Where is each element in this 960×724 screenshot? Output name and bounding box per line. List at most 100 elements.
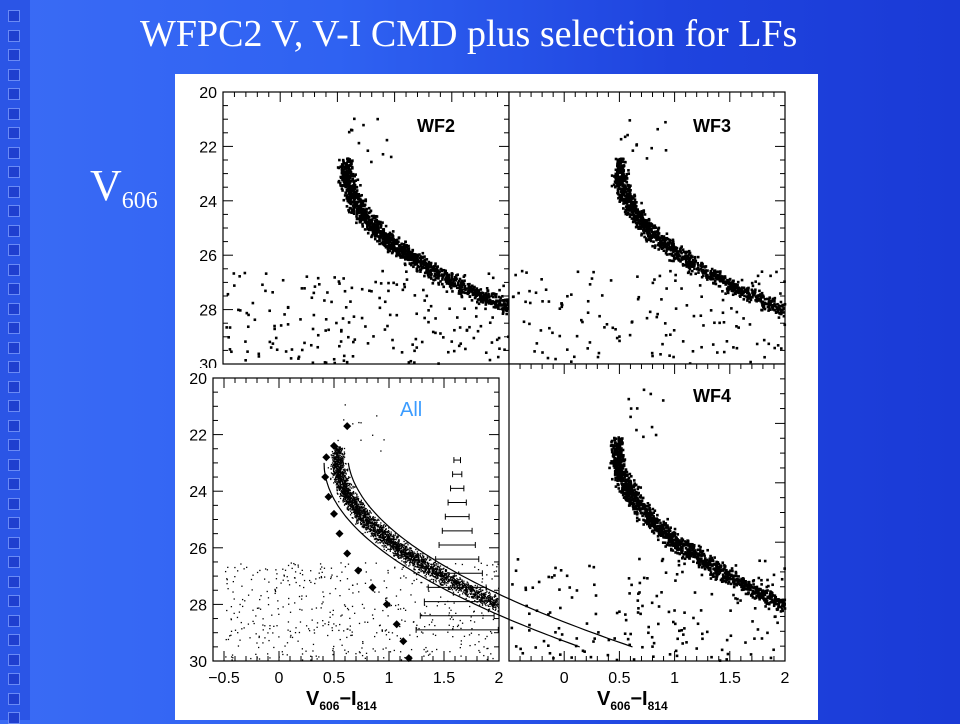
wf2-point — [358, 209, 361, 212]
wf4-point — [620, 458, 623, 461]
wf2-point — [364, 325, 367, 328]
wf2-point — [425, 295, 428, 298]
wf2-point — [456, 316, 459, 319]
wf3-point — [617, 188, 620, 191]
wf4-point — [680, 537, 683, 540]
wf2-point — [423, 317, 426, 320]
wf3-point — [616, 337, 619, 340]
wf4-point — [639, 496, 642, 499]
wf4-point — [783, 599, 786, 602]
all-point — [415, 549, 416, 550]
all-point — [428, 591, 429, 592]
wf4-point — [632, 490, 635, 493]
wf3-point — [677, 258, 680, 261]
wf4-point — [641, 512, 644, 515]
sidebar-square — [8, 654, 20, 666]
wf3-point — [689, 268, 692, 271]
wf2-point — [225, 326, 228, 329]
wf2-point — [443, 274, 446, 277]
wf3-point — [597, 356, 600, 359]
wf2-point — [365, 216, 368, 219]
wf4-point — [665, 536, 668, 539]
wf2-point — [441, 283, 444, 286]
all-point — [478, 634, 479, 635]
wf4-point — [675, 650, 678, 653]
wf3-point — [636, 218, 639, 221]
wf2-point — [342, 171, 345, 174]
wf2-point — [354, 192, 357, 195]
wf4-point — [729, 569, 732, 572]
wf3-point — [621, 169, 624, 172]
wf3-point — [752, 285, 755, 288]
wf2-point — [354, 179, 357, 182]
wf4-point — [657, 623, 660, 626]
wf2-point — [442, 336, 445, 339]
wf4-point — [629, 633, 632, 636]
wf2-point — [469, 295, 472, 298]
wf3-point — [620, 138, 623, 141]
wf3-point — [716, 270, 719, 273]
wf3-point — [576, 335, 579, 338]
wf2-point — [287, 306, 290, 309]
wf4-point — [764, 594, 767, 597]
wf4-point — [773, 604, 776, 607]
wf3-point — [761, 302, 764, 305]
wf4-point — [744, 641, 747, 644]
wf2-point — [380, 242, 383, 245]
wf2-point — [427, 309, 430, 312]
wf3-point — [774, 297, 777, 300]
wf4-point — [698, 563, 701, 566]
wf3-point — [624, 190, 627, 193]
wf2-point — [460, 292, 463, 295]
wf3-point — [737, 291, 740, 294]
all-point — [301, 598, 302, 599]
wf4-point — [756, 591, 759, 594]
wf2-point — [461, 283, 464, 286]
wf2-point — [341, 187, 344, 190]
wf2-point — [338, 345, 341, 348]
wf2-point — [397, 251, 400, 254]
wf3-point — [636, 209, 639, 212]
all-point — [426, 576, 427, 577]
wf4-point — [761, 637, 764, 640]
wf3-point — [616, 173, 619, 176]
wf4-point — [691, 547, 694, 550]
all-point — [416, 625, 417, 626]
all-point — [411, 548, 412, 549]
wf4-point — [515, 645, 518, 648]
wf4-point — [735, 564, 738, 567]
wf3-point — [700, 265, 703, 268]
wf4-point — [709, 563, 712, 566]
wf3-point — [682, 258, 685, 261]
wf4-point — [725, 658, 728, 661]
wf3-point — [780, 301, 783, 304]
wf2-point — [376, 227, 379, 230]
wf3-point — [710, 309, 713, 312]
wf2-point — [421, 260, 424, 263]
all-point — [312, 650, 313, 651]
wf2-point — [362, 124, 365, 127]
wf3-point — [742, 317, 745, 320]
wf2-point — [301, 287, 304, 290]
wf3-point — [783, 315, 786, 318]
wf4-point — [760, 579, 763, 582]
wf2-point — [485, 351, 488, 354]
wf4-point — [614, 476, 617, 479]
wf2-point — [358, 142, 361, 145]
wf2-point — [485, 301, 488, 304]
wf2-point — [476, 301, 479, 304]
wf4-point — [558, 627, 561, 630]
wf4-point — [588, 565, 591, 568]
wf4-point — [528, 624, 531, 627]
wf2-point — [390, 156, 393, 159]
all-point — [230, 635, 231, 636]
wf2-point — [276, 348, 279, 351]
wf3-point — [679, 260, 682, 263]
wf4-point — [696, 558, 699, 561]
wf3-point — [650, 223, 653, 226]
wf2-point — [366, 228, 369, 231]
wf4-point — [617, 487, 620, 490]
wf3-point — [667, 244, 670, 247]
wf4-point — [740, 578, 743, 581]
wf4-point — [706, 559, 709, 562]
